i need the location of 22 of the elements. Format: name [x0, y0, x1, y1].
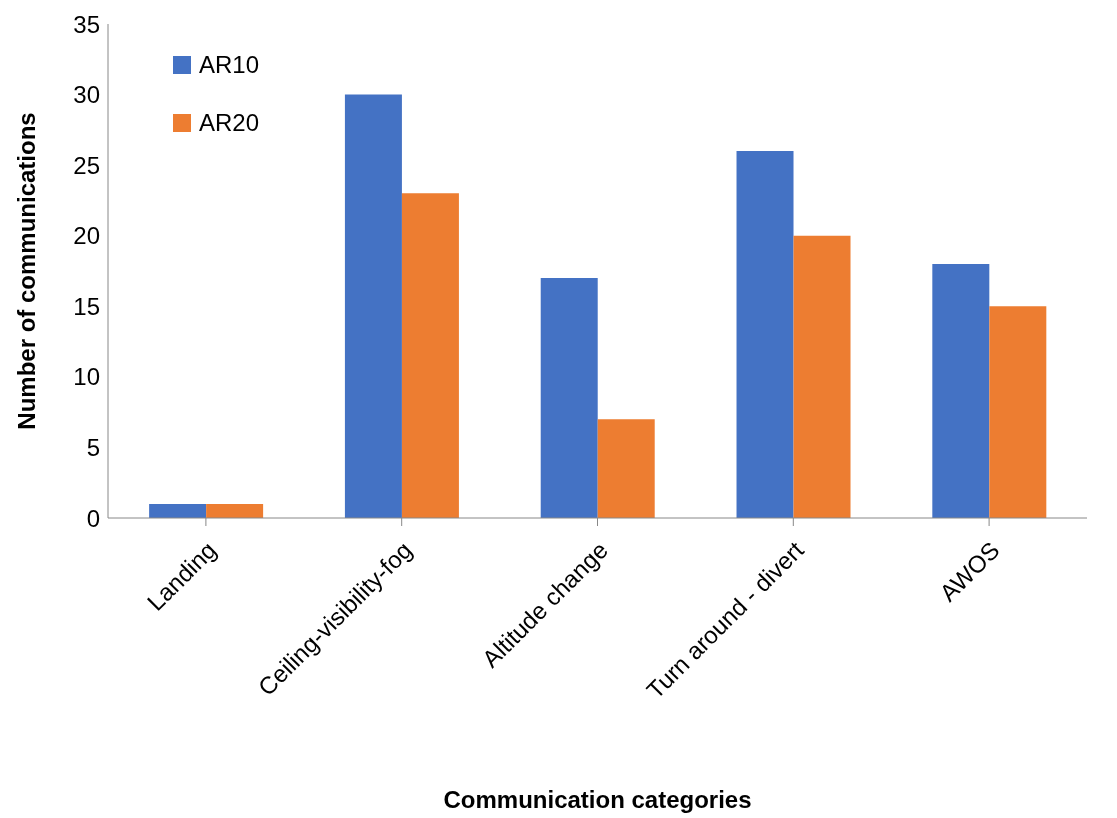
y-tick-label: 30 — [73, 81, 100, 109]
bar — [989, 306, 1047, 518]
y-tick-label: 10 — [73, 363, 100, 391]
y-tick-label: 15 — [73, 292, 100, 320]
bar — [149, 503, 207, 518]
bar — [344, 94, 402, 518]
bar — [932, 263, 990, 518]
bar — [401, 193, 459, 518]
bar — [597, 419, 655, 518]
bar — [206, 503, 264, 518]
bar — [540, 278, 598, 518]
y-tick-label: 20 — [73, 222, 100, 250]
y-tick-label: 5 — [86, 433, 100, 461]
legend-label: AR20 — [199, 109, 260, 137]
y-tick-label: 35 — [73, 10, 100, 38]
bar — [793, 235, 851, 518]
legend-label: AR10 — [199, 51, 260, 79]
y-tick-label: 0 — [86, 504, 100, 532]
bar — [736, 151, 794, 518]
x-axis-title: Communication categories — [443, 786, 752, 813]
y-tick-label: 25 — [73, 151, 100, 179]
y-axis-title: Number of communications — [12, 112, 40, 430]
